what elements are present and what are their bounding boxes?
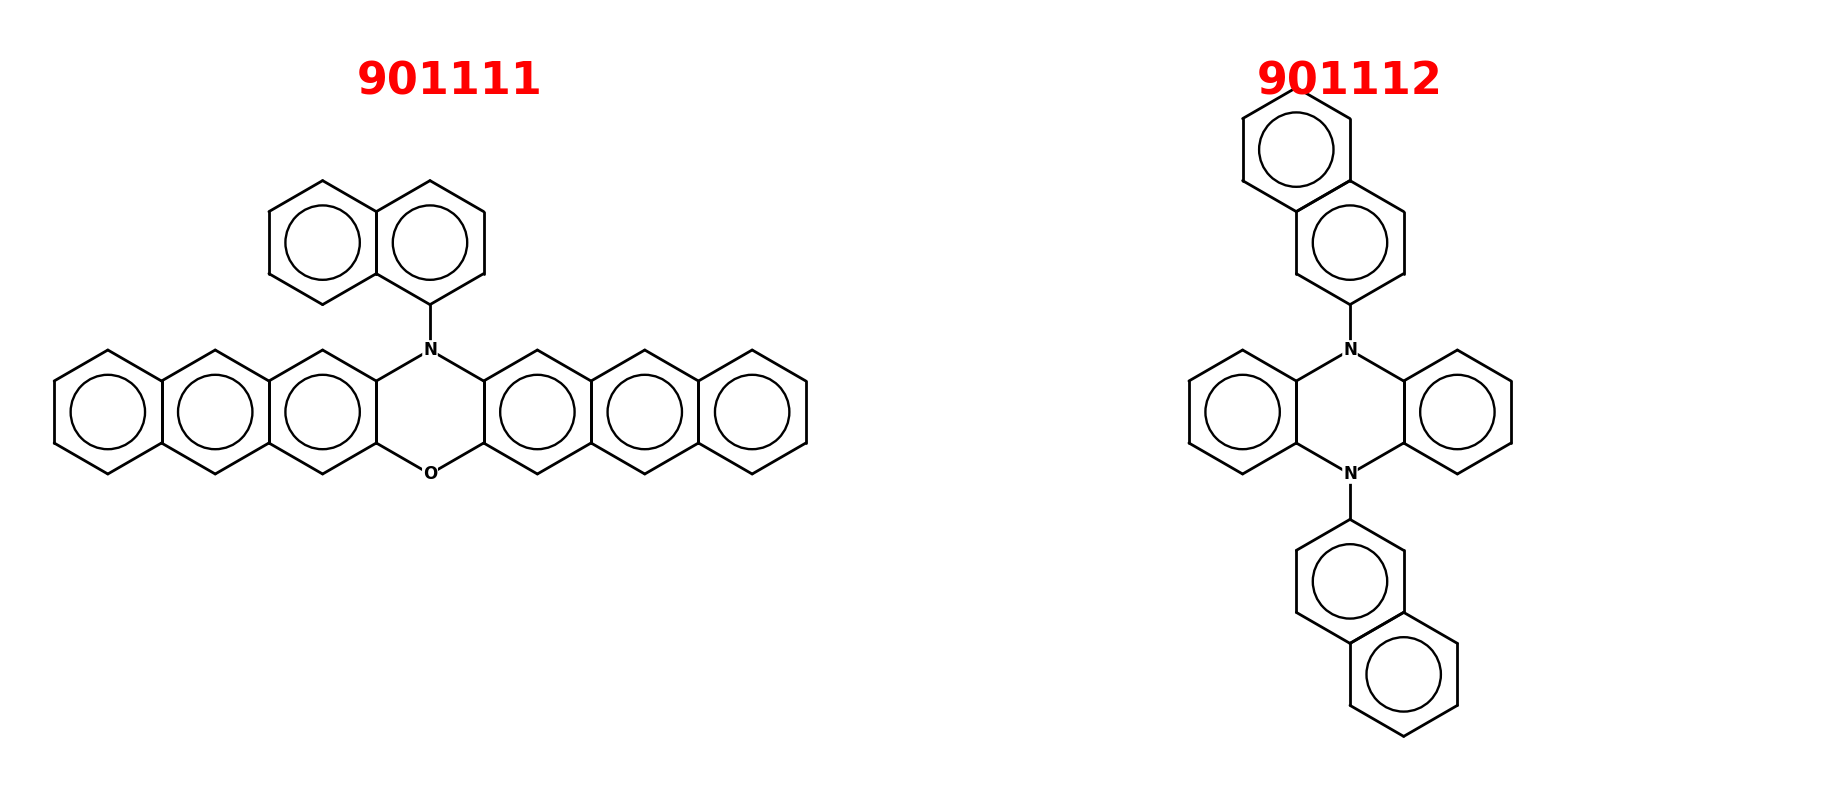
Text: N: N [423,341,438,359]
Text: N: N [1342,465,1356,483]
Text: 901111: 901111 [357,60,543,104]
Text: N: N [1342,341,1356,359]
Text: O: O [423,465,438,483]
Text: 901112: 901112 [1256,60,1442,104]
